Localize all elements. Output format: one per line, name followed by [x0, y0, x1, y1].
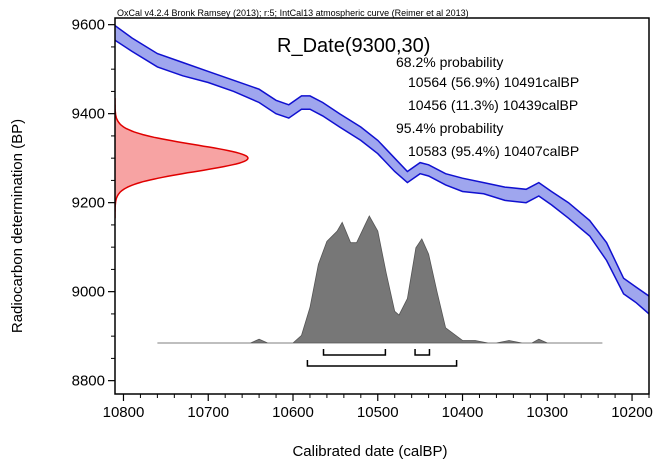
y-axis-label: Radiocarbon determination (BP) — [9, 119, 26, 333]
x-tick-label-10400: 10400 — [442, 404, 484, 421]
radiocarbon-date-fill — [115, 98, 248, 219]
x-tick-label-10700: 10700 — [187, 404, 229, 421]
range-95-bracket-1 — [306, 360, 458, 367]
y-tick-label-9600: 9600 — [72, 17, 105, 34]
range-68-bracket-2 — [414, 349, 431, 356]
annotation-68-heading: 68.2% probability — [396, 54, 503, 70]
annotation-68-range-1: 10564 (56.9%) 10491calBP — [408, 74, 579, 90]
calibration-curve-upper — [115, 24, 649, 297]
x-tick-label-10500: 10500 — [357, 404, 399, 421]
x-tick-label-10800: 10800 — [103, 404, 145, 421]
plot-area — [115, 24, 649, 344]
calibrated-distribution — [157, 215, 603, 344]
x-tick-label-10300: 10300 — [526, 404, 568, 421]
y-tick-label-9400: 9400 — [72, 106, 105, 123]
y-tick-label-8800: 8800 — [72, 373, 105, 390]
annotation-68-range-2: 10456 (11.3%) 10439calBP — [408, 97, 578, 113]
probability-ranges — [306, 349, 458, 367]
annotation-95-heading: 95.4% probability — [396, 120, 503, 136]
axes: 10800 10700 10600 10500 10400 10300 10200 8800 9… — [72, 17, 653, 421]
oxcal-header: OxCal v4.2.4 Bronk Ramsey (2013); r:5; I… — [117, 8, 469, 18]
y-tick-label-9200: 9200 — [72, 195, 105, 212]
x-tick-label-10200: 10200 — [611, 404, 653, 421]
plot-frame — [114, 17, 650, 395]
x-tick-label-10600: 10600 — [272, 404, 314, 421]
y-tick-label-9000: 9000 — [72, 284, 105, 301]
annotation-95-range-1: 10583 (95.4%) 10407calBP — [408, 143, 579, 159]
radiocarbon-date-curve — [115, 98, 249, 219]
range-68-bracket-1 — [322, 349, 387, 356]
calibration-curve-lower — [115, 39, 649, 315]
chart-title: R_Date(9300,30) — [277, 35, 430, 57]
x-axis-label: Calibrated date (calBP) — [292, 443, 447, 460]
